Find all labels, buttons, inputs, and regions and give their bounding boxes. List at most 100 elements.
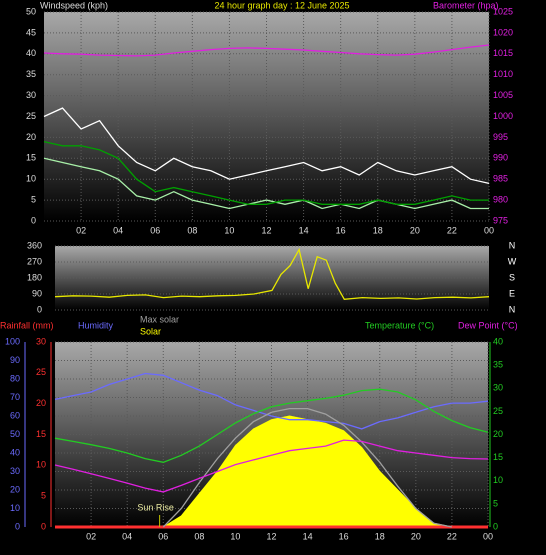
y-tick-label: 45 — [26, 27, 36, 37]
y-tick-label: 30 — [10, 466, 20, 476]
y-tick-label: W — [508, 256, 517, 266]
y-tick-label: 40 — [10, 447, 20, 457]
x-tick-label: 14 — [303, 531, 313, 541]
y-tick-label: 80 — [10, 373, 20, 383]
y-tick-label: 30 — [493, 383, 503, 393]
x-tick-label: 08 — [194, 531, 204, 541]
x-tick-label: 16 — [336, 225, 346, 235]
y-tick-label: 30 — [26, 90, 36, 100]
y-tick-label: 10 — [493, 475, 503, 485]
x-tick-label: 20 — [411, 531, 421, 541]
x-tick-label: 06 — [150, 225, 160, 235]
y-tick-label: 35 — [493, 360, 503, 370]
y-tick-label: 50 — [10, 429, 20, 439]
y-tick-label: 90 — [32, 288, 42, 298]
barometer-axis-label: Barometer (hpa) — [433, 0, 499, 10]
y-tick-label: 10 — [36, 460, 46, 470]
y-tick-label: 0 — [37, 304, 42, 314]
y-tick-label: 60 — [10, 410, 20, 420]
series-line — [54, 247, 490, 300]
y-tick-label: 100 — [5, 336, 20, 346]
x-tick-label: 02 — [76, 225, 86, 235]
wind-axis-label: Windspeed (kph) — [40, 0, 108, 10]
x-tick-label: 14 — [299, 225, 309, 235]
x-tick-label: 18 — [375, 531, 385, 541]
y-tick-label: 180 — [27, 272, 42, 282]
y-tick-label: 1000 — [493, 111, 513, 121]
y-tick-label: 10 — [10, 503, 20, 513]
y-tick-label: 990 — [493, 153, 508, 163]
y-tick-label: 30 — [36, 336, 46, 346]
y-tick-label: 0 — [31, 215, 36, 225]
y-tick-label: S — [509, 272, 515, 282]
y-tick-label: 995 — [493, 132, 508, 142]
x-tick-label: 04 — [122, 531, 132, 541]
y-tick-label: 0 — [15, 521, 20, 531]
y-tick-label: 1025 — [493, 6, 513, 16]
y-tick-label: 20 — [36, 398, 46, 408]
y-tick-label: 50 — [26, 6, 36, 16]
series-line — [43, 140, 489, 205]
y-tick-label: 5 — [31, 194, 36, 204]
chart-title: 24 hour graph day : 12 June 2025 — [214, 0, 349, 10]
y-tick-label: 0 — [493, 521, 498, 531]
y-tick-label: N — [509, 304, 516, 314]
y-tick-label: 40 — [493, 336, 503, 346]
x-tick-label: 22 — [447, 225, 457, 235]
annotation: Sun Rise — [137, 502, 174, 512]
y-tick-label: 15 — [26, 153, 36, 163]
series-line — [43, 157, 489, 210]
y-tick-label: 1010 — [493, 69, 513, 79]
series-line — [43, 44, 490, 57]
x-tick-label: 10 — [224, 225, 234, 235]
y-tick-label: 15 — [36, 429, 46, 439]
y-tick-label: 985 — [493, 174, 508, 184]
y-tick-label: 25 — [493, 406, 503, 416]
x-tick-label: 10 — [230, 531, 240, 541]
x-tick-label: 20 — [410, 225, 420, 235]
x-tick-label: 12 — [261, 225, 271, 235]
y-tick-label: 20 — [493, 429, 503, 439]
y-tick-label: 980 — [493, 194, 508, 204]
y-tick-label: 25 — [26, 111, 36, 121]
y-tick-label: 975 — [493, 215, 508, 225]
y-tick-label: 5 — [41, 491, 46, 501]
y-tick-label: 1015 — [493, 48, 513, 58]
x-tick-label: 00 — [483, 531, 493, 541]
series-line — [162, 407, 453, 528]
y-tick-label: 270 — [27, 256, 42, 266]
y-tick-label: 40 — [26, 48, 36, 58]
y-tick-label: 1020 — [493, 27, 513, 37]
y-tick-label: 20 — [26, 132, 36, 142]
x-tick-label: 12 — [266, 531, 276, 541]
x-tick-label: 18 — [373, 225, 383, 235]
y-tick-label: 0 — [41, 521, 46, 531]
y-tick-label: 360 — [27, 240, 42, 250]
y-tick-label: 70 — [10, 392, 20, 402]
y-tick-label: E — [509, 288, 515, 298]
legend-label: Solar — [140, 326, 161, 336]
y-tick-label: N — [509, 240, 516, 250]
y-tick-label: 15 — [493, 452, 503, 462]
legend-label: Max solar — [140, 314, 179, 324]
legend-label: Dew Point (°C) — [458, 320, 518, 330]
y-tick-label: 1005 — [493, 90, 513, 100]
series-line — [54, 372, 489, 430]
x-tick-label: 04 — [113, 225, 123, 235]
x-tick-label: 02 — [86, 531, 96, 541]
x-tick-label: 08 — [187, 225, 197, 235]
y-tick-label: 20 — [10, 484, 20, 494]
y-tick-label: 10 — [26, 174, 36, 184]
x-tick-label: 16 — [339, 531, 349, 541]
legend-label: Rainfall (mm) — [0, 320, 54, 330]
series-line — [54, 388, 489, 463]
legend-label: Temperature (°C) — [365, 320, 434, 330]
x-tick-label: 22 — [447, 531, 457, 541]
x-tick-label: 00 — [484, 225, 494, 235]
x-tick-label: 06 — [158, 531, 168, 541]
legend-label: Humidity — [78, 320, 114, 330]
y-tick-label: 25 — [36, 367, 46, 377]
series-line — [43, 107, 490, 185]
y-tick-label: 5 — [493, 498, 498, 508]
